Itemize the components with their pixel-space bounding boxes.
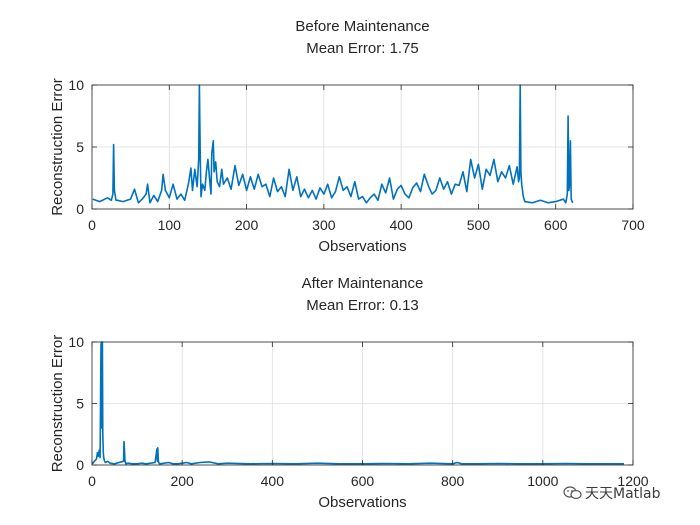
x-tick-label: 400 bbox=[389, 217, 413, 233]
chart-subtitle: Mean Error: 0.13 bbox=[306, 297, 419, 314]
x-tick-label: 500 bbox=[467, 217, 491, 233]
chart-title: Before Maintenance bbox=[295, 18, 429, 35]
chart-after-maintenance: After Maintenance Mean Error: 0.13 0 200 400… bbox=[49, 275, 649, 511]
y-tick-label: 10 bbox=[68, 334, 84, 350]
x-axis-label: Observations bbox=[318, 494, 406, 511]
x-tick-label: 800 bbox=[441, 473, 465, 489]
series-line bbox=[92, 341, 624, 465]
y-tick-label: 0 bbox=[76, 457, 84, 473]
x-axis-label: Observations bbox=[318, 238, 406, 255]
chart-title: After Maintenance bbox=[302, 275, 424, 292]
y-tick-label: 5 bbox=[76, 396, 84, 412]
wechat-icon bbox=[563, 486, 582, 500]
x-tick-label: 100 bbox=[158, 217, 182, 233]
series-line bbox=[92, 84, 574, 204]
y-axis-label: Reconstruction Error bbox=[49, 335, 66, 473]
watermark-text: 天天Matlab bbox=[585, 486, 661, 502]
watermark: 天天Matlab bbox=[563, 483, 661, 503]
y-tick-label: 10 bbox=[68, 77, 84, 93]
x-tick-label: 0 bbox=[88, 473, 96, 489]
x-tick-label: 300 bbox=[312, 217, 336, 233]
x-tick-label: 200 bbox=[235, 217, 259, 233]
x-tick-label: 600 bbox=[544, 217, 568, 233]
x-tick-label: 1200 bbox=[617, 473, 648, 489]
x-tick-label: 600 bbox=[351, 473, 375, 489]
chart-subtitle: Mean Error: 1.75 bbox=[306, 40, 419, 57]
x-tick-label: 0 bbox=[88, 217, 96, 233]
y-tick-label: 0 bbox=[76, 201, 84, 217]
y-tick-label: 5 bbox=[76, 139, 84, 155]
y-axis-label: Reconstruction Error bbox=[49, 78, 66, 216]
x-tick-label: 700 bbox=[621, 217, 645, 233]
x-tick-label: 200 bbox=[170, 473, 194, 489]
x-tick-label: 400 bbox=[261, 473, 285, 489]
x-tick-label: 1000 bbox=[527, 473, 558, 489]
